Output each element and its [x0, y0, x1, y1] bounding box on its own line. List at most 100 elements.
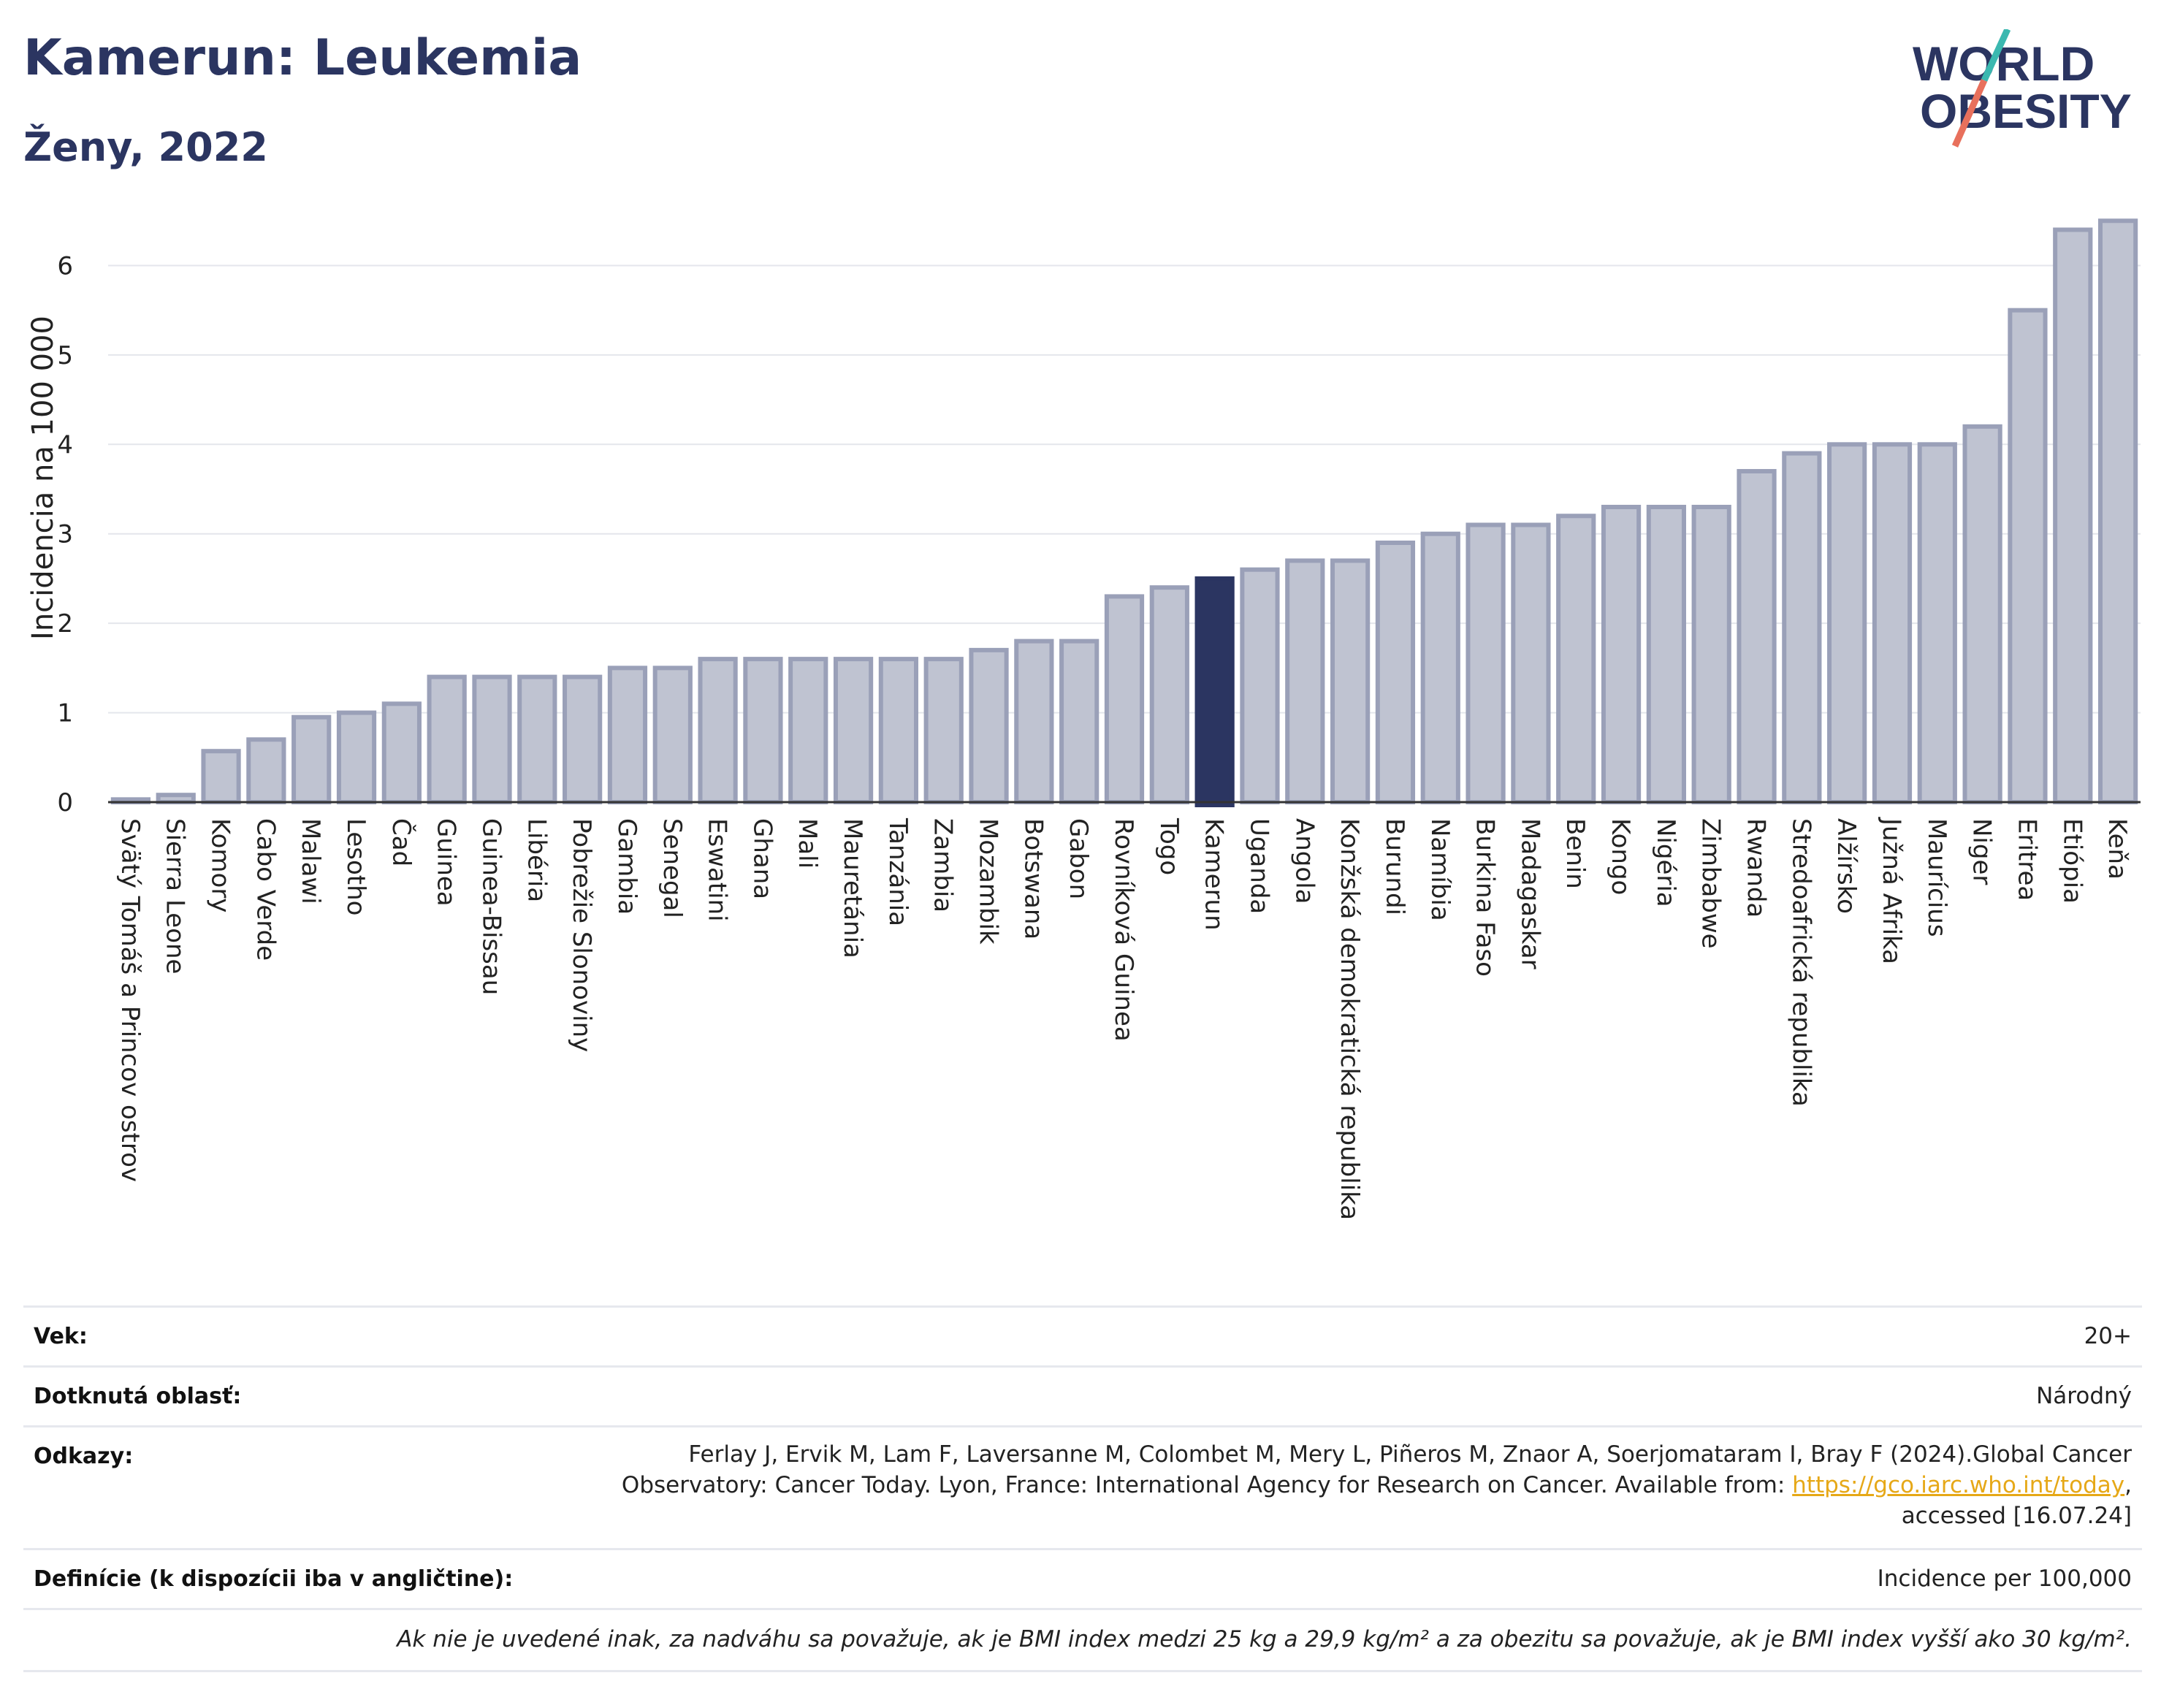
y-tick-label: 1	[57, 699, 73, 728]
bar	[1556, 514, 1596, 804]
x-tick-label: Lesotho	[341, 818, 370, 915]
x-tick-label: Alžírsko	[1832, 818, 1861, 914]
x-tick-label: Togo	[1154, 817, 1184, 875]
bar	[381, 701, 422, 804]
x-tick-label: Botswana	[1018, 818, 1048, 939]
bar	[652, 666, 693, 805]
bar	[1104, 594, 1145, 804]
info-table: Vek: 20+ Dotknutá oblasť: Národný Odkazy…	[23, 1305, 2142, 1678]
bar	[1240, 567, 1280, 804]
x-tick-label: Mozambik	[974, 818, 1003, 945]
refs-value: Ferlay J, Ervik M, Lam F, Laversanne M, …	[622, 1439, 2132, 1531]
info-row-refs: Odkazy: Ferlay J, Ervik M, Lam F, Lavers…	[23, 1425, 2142, 1550]
y-tick-label: 2	[57, 609, 73, 638]
world-obesity-logo: WORLD OBESITY	[1913, 29, 2132, 148]
bar	[743, 657, 783, 804]
x-tick-label: Gabon	[1064, 818, 1093, 899]
x-tick-label: Zimbabwe	[1696, 818, 1726, 949]
x-tick-label: Ghana	[747, 818, 777, 899]
x-tick-label: Mali	[793, 818, 822, 869]
x-tick-label: Južná Afrika	[1877, 817, 1906, 964]
area-value: Národný	[2036, 1383, 2132, 1409]
y-tick-label: 5	[57, 341, 73, 370]
x-tick-label: Mauretánia	[838, 818, 867, 958]
refs-link[interactable]: https://gco.iarc.who.int/today	[1792, 1472, 2125, 1498]
x-tick-label: Nigéria	[1651, 818, 1680, 907]
bar	[607, 666, 648, 805]
refs-line1: Ferlay J, Ervik M, Lam F, Laversanne M, …	[688, 1441, 2132, 1468]
age-label: Vek:	[34, 1324, 88, 1349]
refs-line3: accessed [16.07.24]	[1901, 1503, 2132, 1529]
x-tick-label: Zambia	[929, 818, 958, 912]
x-tick-label: Rovníková Guinea	[1109, 818, 1138, 1042]
bar	[1917, 442, 1957, 804]
logo-slash-teal	[1981, 29, 2011, 82]
x-tick-label: Niger	[1967, 818, 1997, 885]
bar	[1330, 558, 1371, 804]
bar	[878, 657, 918, 804]
bar	[1149, 585, 1189, 804]
x-tick-label: Cabo Verde	[251, 818, 280, 961]
x-tick-label: Uganda	[1244, 818, 1273, 914]
bar	[969, 647, 1009, 804]
logo-line2: OBESITY	[1920, 84, 2132, 138]
bar	[923, 657, 964, 804]
x-tick-label: Guinea	[432, 818, 461, 907]
bar	[1375, 540, 1416, 805]
y-tick-label: 0	[57, 788, 73, 817]
logo-slash-red	[1951, 79, 1988, 148]
bar	[698, 657, 738, 804]
bar	[1646, 505, 1686, 804]
bar	[1194, 576, 1235, 807]
x-tick-label: Pobrežie Slonoviny	[567, 818, 596, 1052]
x-tick-label: Burkina Faso	[1471, 818, 1500, 977]
x-tick-label: Burundi	[1380, 818, 1409, 915]
def-value: Incidence per 100,000	[1877, 1566, 2132, 1592]
bar	[1014, 638, 1054, 804]
bar	[1466, 522, 1506, 804]
bar	[1782, 451, 1822, 805]
x-tick-label: Konžská demokratická republika	[1335, 818, 1364, 1220]
x-tick-label: Komory	[206, 818, 235, 912]
y-tick-label: 6	[57, 251, 73, 281]
y-tick-label: 4	[57, 430, 73, 460]
bar	[472, 674, 512, 805]
bar-chart: 0 1 2 3 4 5 6 Svätý Tomáš a Princov ostrov Sierr…	[26, 218, 2141, 1220]
refs-line2: Observatory: Cancer Today. Lyon, France:…	[622, 1470, 2132, 1501]
refs-line2-prefix: Observatory: Cancer Today. Lyon, France:…	[621, 1472, 1793, 1498]
x-tick-label: Rwanda	[1742, 818, 1771, 918]
x-tick-label: Kongo	[1606, 818, 1635, 895]
x-tick-label: Maurícius	[1922, 818, 1951, 937]
x-tick-label: Kamerun	[1200, 818, 1229, 931]
x-tick-label: Sierra Leone	[161, 818, 190, 974]
bar	[246, 737, 286, 805]
def-label: Definície (k dispozícii iba v angličtine…	[34, 1566, 514, 1592]
bar	[2097, 218, 2138, 804]
bar	[563, 674, 603, 805]
x-tick-label: Stredoafrická republika	[1786, 818, 1815, 1107]
info-row-def: Definície (k dispozícii iba v angličtine…	[23, 1548, 2142, 1610]
bar	[1285, 558, 1325, 804]
info-row-note: Ak nie je uvedené inak, za nadváhu sa po…	[23, 1608, 2142, 1672]
bar	[517, 674, 557, 805]
x-tick-label: Malawi	[296, 818, 325, 904]
x-tick-label: Angola	[1289, 818, 1319, 904]
bar	[1601, 505, 1642, 804]
x-tick-label: Svätý Tomáš a Princov ostrov	[115, 818, 145, 1182]
x-tick-label: Namíbia	[1425, 818, 1455, 921]
bar	[1691, 505, 1731, 804]
y-tick-label: 3	[57, 520, 73, 549]
x-tick-label: Senegal	[658, 818, 687, 918]
bar	[1059, 638, 1099, 804]
bar	[1420, 531, 1460, 805]
x-tick-label: Guinea-Bissau	[476, 818, 506, 995]
x-tick-label: Tanzánia	[883, 817, 912, 926]
page-title: Kamerun: Leukemia	[23, 29, 582, 87]
x-tick-label: Madagaskar	[1515, 818, 1544, 969]
age-value: 20+	[2084, 1323, 2132, 1349]
x-tick-label: Etiópia	[2057, 818, 2086, 904]
x-tick-label: Benin	[1560, 818, 1590, 889]
x-tick-label: Libéria	[522, 818, 551, 902]
bar	[1872, 442, 1913, 804]
info-row-age: Vek: 20+	[23, 1305, 2142, 1368]
